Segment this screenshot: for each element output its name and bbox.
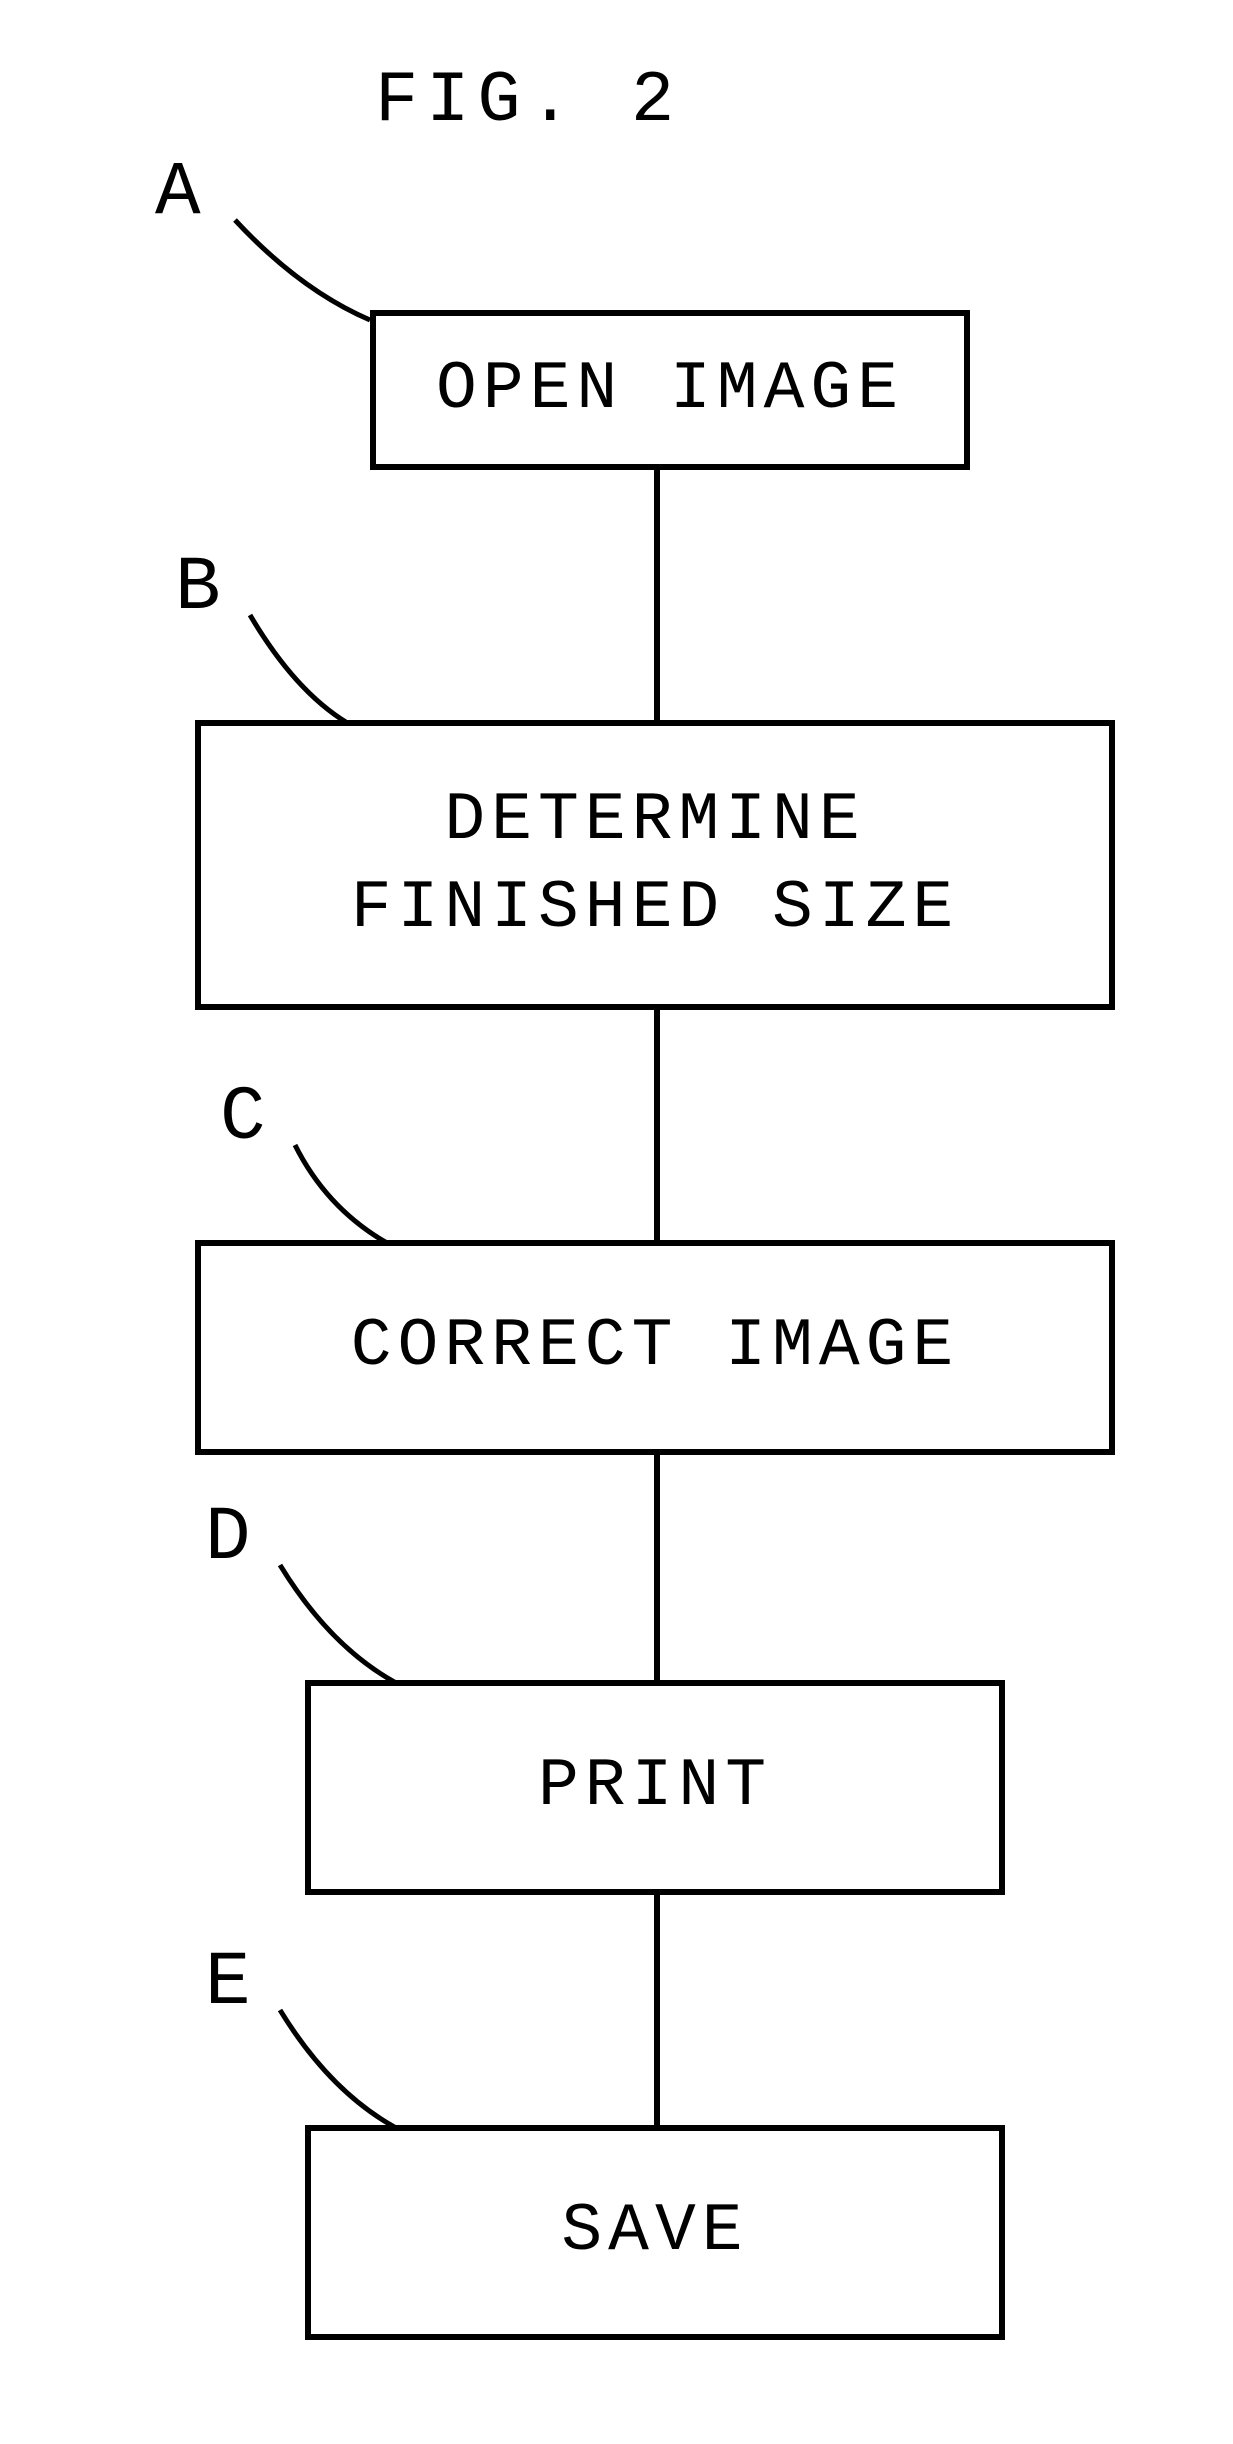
step-text-a: OPEN IMAGE <box>436 346 904 434</box>
step-box-correct-image: CORRECT IMAGE <box>195 1240 1115 1455</box>
step-text-c: CORRECT IMAGE <box>351 1303 960 1391</box>
connector-a-b <box>654 470 660 720</box>
connector-b-c <box>654 1010 660 1240</box>
step-label-a: A <box>155 150 201 236</box>
step-label-d: D <box>205 1495 251 1581</box>
step-text-b: DETERMINEFINISHED SIZE <box>351 777 960 954</box>
connector-c-d <box>654 1455 660 1680</box>
connector-d-e <box>654 1895 660 2125</box>
step-text-e: SAVE <box>561 2188 748 2276</box>
step-text-d: PRINT <box>538 1743 772 1831</box>
flowchart-container: A OPEN IMAGE B DETERMINEFINISHED SIZE C … <box>0 0 1233 2444</box>
step-box-determine-size: DETERMINEFINISHED SIZE <box>195 720 1115 1010</box>
step-box-save: SAVE <box>305 2125 1005 2340</box>
step-box-open-image: OPEN IMAGE <box>370 310 970 470</box>
step-label-c: C <box>220 1075 266 1161</box>
step-box-print: PRINT <box>305 1680 1005 1895</box>
step-label-b: B <box>175 545 221 631</box>
step-label-e: E <box>205 1940 251 2026</box>
